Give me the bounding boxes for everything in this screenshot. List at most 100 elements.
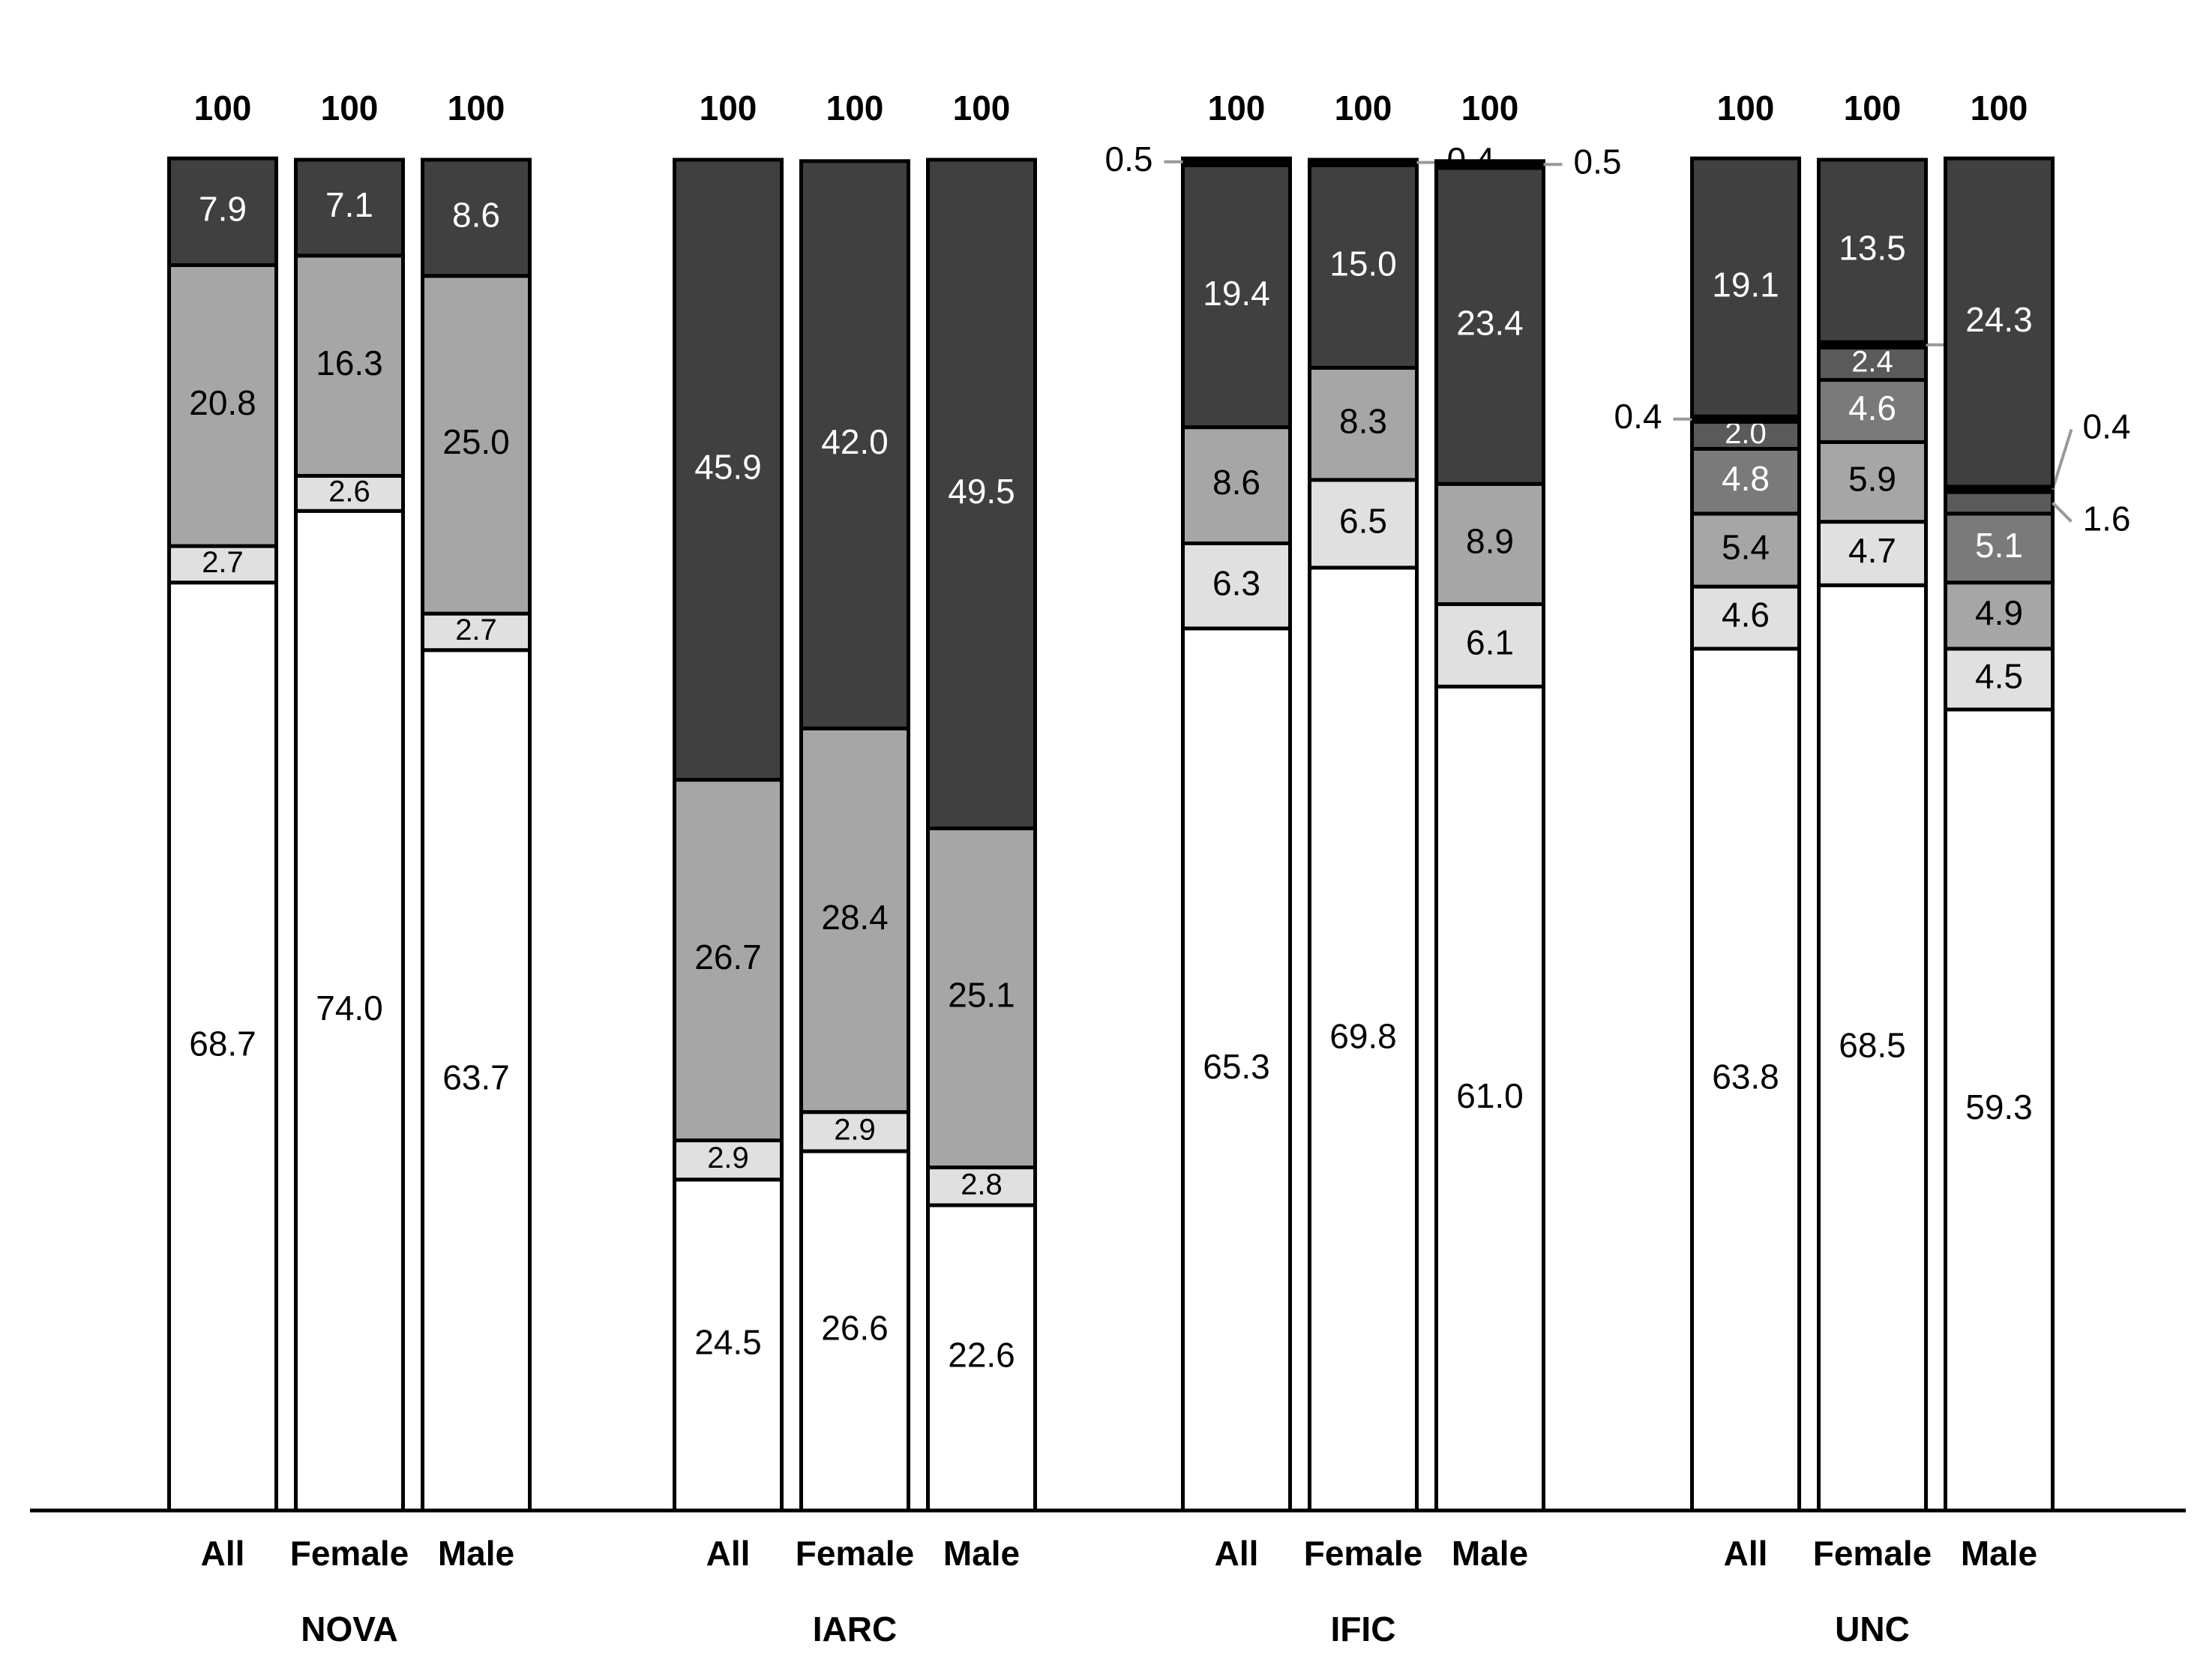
- bar-segment: [1308, 365, 1419, 482]
- x-tick-label: All: [1215, 1534, 1259, 1573]
- bar-segment: [1181, 425, 1292, 545]
- value-label: 24.3: [1965, 300, 2033, 339]
- value-label: 2.4: [1851, 346, 1893, 379]
- x-tick-label: Male: [943, 1534, 1020, 1573]
- value-label: 7.9: [199, 189, 247, 228]
- bar-segment: [1181, 163, 1292, 430]
- value-label: 26.7: [694, 938, 762, 976]
- value-label: 6.3: [1212, 563, 1260, 602]
- bar-segment: [167, 156, 278, 267]
- total-label: 100: [1844, 88, 1902, 128]
- value-label: 63.7: [442, 1058, 510, 1097]
- bar-segment: [421, 611, 532, 652]
- bar-segment: [1817, 158, 1928, 344]
- bar-segment: [1434, 159, 1545, 170]
- total-label: 100: [1335, 88, 1392, 128]
- bar-segment: [1434, 602, 1545, 688]
- bar-segment: [1308, 163, 1419, 370]
- value-label: 23.4: [1456, 304, 1524, 343]
- x-tick-label: Male: [1452, 1534, 1528, 1573]
- value-label: 28.4: [821, 898, 889, 937]
- bar-segment: [799, 1149, 910, 1513]
- value-label: 74.0: [316, 988, 383, 1028]
- value-label: 26.6: [821, 1309, 889, 1348]
- value-label: 4.6: [1848, 388, 1896, 428]
- total-label: 100: [826, 88, 884, 128]
- bar-segment: [1817, 520, 1928, 587]
- value-label: 8.3: [1339, 401, 1387, 440]
- value-label: 65.3: [1203, 1047, 1270, 1086]
- value-label: 5.4: [1722, 528, 1770, 567]
- bar-segment: [1434, 482, 1545, 607]
- value-label: 1.6: [2083, 500, 2131, 538]
- bar-segment: [1944, 512, 2055, 585]
- value-label: 16.3: [316, 344, 383, 382]
- leader-line: [2051, 428, 2073, 490]
- value-label: 22.6: [948, 1336, 1015, 1375]
- value-label: 8.6: [452, 196, 500, 235]
- total-label: 100: [1971, 88, 2028, 128]
- bar-segment: [673, 158, 784, 782]
- bar-segment: [1817, 583, 1928, 1513]
- value-label: 8.9: [1466, 522, 1514, 561]
- value-label: 0.4: [1614, 397, 1662, 436]
- value-label: 25.0: [442, 422, 510, 461]
- value-label: 13.5: [1839, 229, 1906, 268]
- value-label: 59.3: [1965, 1088, 2033, 1126]
- value-label: 2.8: [961, 1168, 1003, 1201]
- value-label: 5.1: [1975, 526, 2023, 565]
- x-tick-label: Female: [1304, 1534, 1423, 1573]
- bar-segment: [673, 778, 784, 1143]
- total-label: 100: [194, 88, 252, 128]
- bar-segment: [421, 158, 532, 278]
- bar-segment: [421, 648, 532, 1513]
- bar-segment: [167, 580, 278, 1513]
- value-label: 7.1: [325, 185, 373, 224]
- value-label: 0.5: [1105, 140, 1153, 178]
- value-label: 15.0: [1329, 244, 1397, 283]
- x-tick-label: Female: [796, 1534, 915, 1573]
- x-tick-label: Female: [1813, 1534, 1932, 1573]
- bar-segment: [926, 826, 1037, 1170]
- value-label: 2.6: [328, 475, 370, 508]
- value-label: 5.9: [1848, 460, 1896, 499]
- leader-line: [2052, 502, 2073, 523]
- group-label: NOVA: [301, 1610, 398, 1648]
- value-label: 45.9: [694, 447, 762, 486]
- value-label: 2.9: [707, 1142, 749, 1174]
- value-label: 4.6: [1722, 596, 1770, 634]
- bar-segment: [1690, 584, 1801, 651]
- x-tick-label: All: [1724, 1534, 1768, 1573]
- value-label: 69.8: [1329, 1017, 1397, 1056]
- x-tick-label: Male: [438, 1534, 514, 1573]
- value-label: 25.1: [948, 976, 1015, 1015]
- bar-segment: [1181, 541, 1292, 631]
- value-label: 0.4: [2083, 407, 2131, 446]
- value-label: 6.5: [1339, 502, 1387, 541]
- value-label: 61.0: [1456, 1076, 1524, 1115]
- bar-segment: [1944, 707, 2055, 1513]
- value-label: 19.1: [1712, 265, 1779, 304]
- total-label: 100: [1717, 88, 1775, 128]
- x-tick-label: Female: [290, 1534, 409, 1573]
- value-label: 6.1: [1466, 623, 1514, 662]
- bar-segment: [1690, 646, 1801, 1513]
- bar-segment: [1817, 378, 1928, 444]
- total-label: 100: [953, 88, 1011, 128]
- total-label: 100: [1461, 88, 1519, 128]
- group-label: IFIC: [1331, 1610, 1396, 1648]
- bar-segment: [1944, 580, 2055, 651]
- value-label: 2.9: [834, 1113, 876, 1146]
- bar-segment: [294, 158, 405, 258]
- bar-segment: [1944, 646, 2055, 712]
- bar-segment: [1308, 566, 1419, 1513]
- bar-segment: [926, 1166, 1037, 1208]
- bar-segment: [1181, 156, 1292, 167]
- value-label: 4.9: [1975, 593, 2023, 632]
- value-label: 68.7: [189, 1024, 256, 1064]
- x-tick-label: All: [706, 1534, 751, 1573]
- bar-segment: [167, 544, 278, 585]
- bar-segment: [1817, 345, 1928, 382]
- total-label: 100: [1208, 88, 1266, 128]
